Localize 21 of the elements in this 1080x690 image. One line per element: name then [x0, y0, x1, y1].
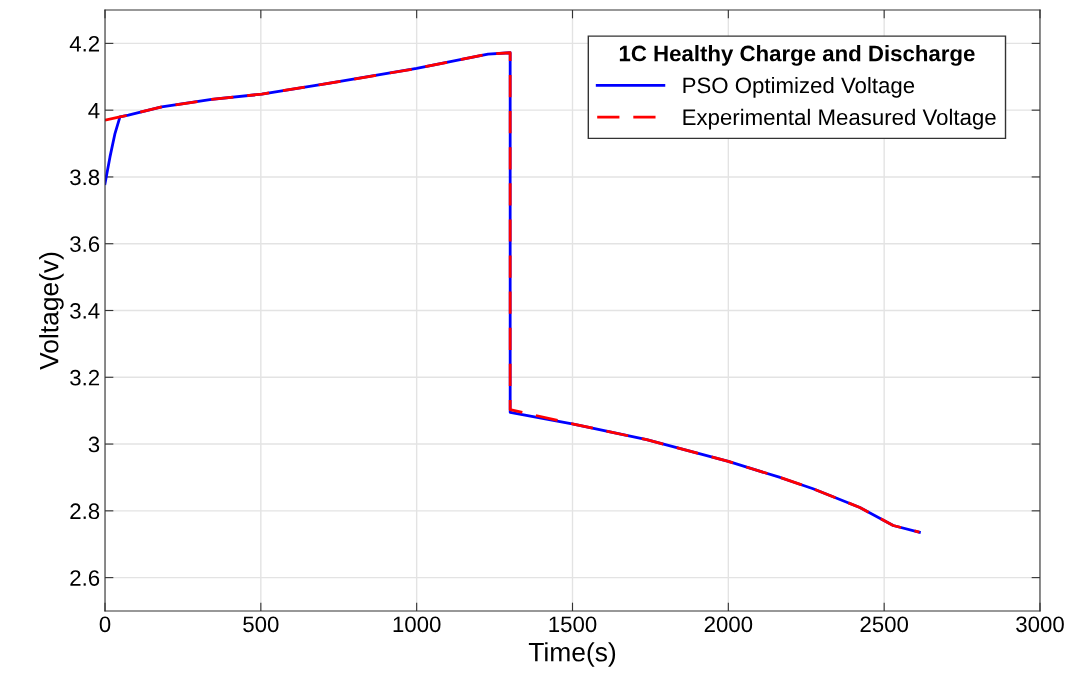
y-axis-title: Voltage(v) [39, 252, 64, 370]
x-tick-label: 1500 [549, 616, 597, 633]
x-tick-label: 2000 [704, 616, 753, 633]
x-tick-label: 2500 [860, 616, 909, 633]
y-tick-label: 3.6 [70, 236, 100, 252]
y-tick-label: 3.2 [70, 369, 100, 386]
y-tick-label: 2.6 [70, 570, 100, 586]
y-tick-label: 3.4 [70, 303, 100, 319]
x-tick-label: 500 [243, 616, 279, 633]
y-tick-label: 2.8 [70, 503, 100, 520]
legend-label: Experimental Measured Voltage [683, 108, 996, 130]
y-tick-label: 3 [88, 436, 100, 453]
x-tick-label: 0 [99, 616, 111, 633]
y-tick-label: 3.8 [70, 169, 100, 186]
x-tick-label: 1000 [393, 616, 441, 633]
y-tick-label: 4 [88, 102, 100, 119]
x-tick-label: 3000 [1016, 616, 1064, 633]
legend-label: PSO Optimized Voltage [683, 76, 915, 98]
x-axis-title: Time(s) [528, 642, 616, 667]
y-tick-label: 4.2 [69, 35, 100, 52]
legend-title: 1C Healthy Charge and Discharge [619, 45, 975, 66]
